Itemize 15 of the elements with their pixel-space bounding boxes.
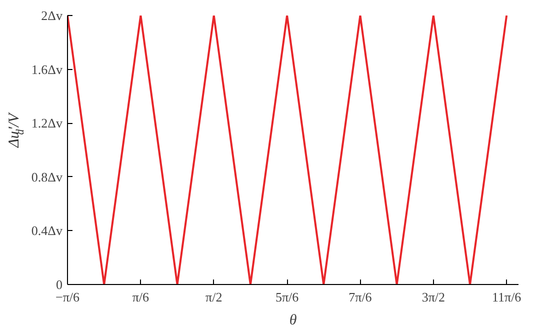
y-tick-label: 0	[56, 277, 62, 292]
x-tick-label: π/6	[132, 290, 150, 304]
y-axis-title: Δud′/V	[6, 112, 26, 148]
y-tick-label: 1.2Δv	[31, 116, 63, 131]
x-tick-label: −π/6	[55, 290, 80, 304]
x-tick-label: 5π/6	[275, 290, 300, 304]
x-axis-title: θ	[289, 312, 298, 328]
x-tick-label: 3π/2	[422, 290, 446, 304]
y-tick-label: 0.8Δv	[31, 169, 63, 184]
y-tick-label: 0.4Δv	[31, 223, 63, 238]
x-tick-label: π/2	[206, 290, 222, 304]
x-tick-label: 7π/6	[348, 290, 372, 304]
y-tick-label: 2Δv	[41, 8, 63, 23]
y-tick-label: 1.6Δv	[31, 62, 63, 77]
x-tick-label: 11π/6	[492, 290, 522, 304]
